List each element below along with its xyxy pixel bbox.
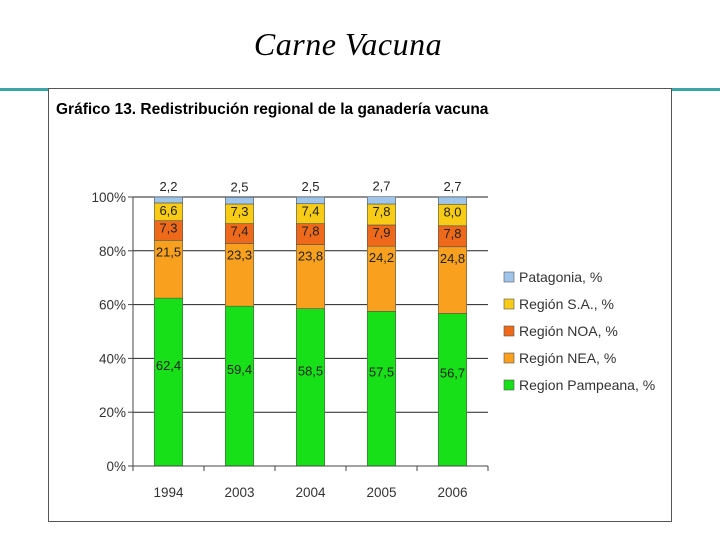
data-label: 59,4 [227, 362, 252, 377]
x-tick-label: 2006 [437, 485, 467, 500]
data-label: 2,7 [443, 179, 461, 194]
x-tick-label: 2005 [366, 485, 396, 500]
data-label: 2,7 [372, 179, 390, 194]
data-label: 23,8 [298, 249, 323, 264]
y-tick-label: 80% [99, 244, 126, 259]
accent-line-right [672, 88, 720, 91]
legend-swatch [503, 352, 515, 364]
data-label: 7,4 [301, 204, 319, 219]
data-label: 2,5 [301, 179, 319, 194]
y-tick-label: 100% [91, 190, 126, 205]
legend: Patagonia, % Región S.A., % Región NOA, % R… [503, 269, 655, 393]
legend-swatch [503, 325, 515, 337]
bar-segment [225, 305, 255, 467]
bar-segment [225, 196, 255, 205]
data-label: 7,8 [372, 204, 390, 219]
accent-line-left [0, 88, 50, 91]
bar-segment [295, 196, 325, 205]
data-label: 7,3 [230, 204, 248, 219]
legend-swatch [503, 298, 515, 310]
data-label: 2,5 [230, 179, 248, 194]
bar-segment [437, 196, 467, 205]
legend-label: Region Pampeana, % [519, 377, 655, 393]
data-label: 62,4 [156, 358, 181, 373]
bar-segment [295, 308, 325, 467]
y-tick-label: 60% [99, 298, 126, 313]
data-label: 7,4 [230, 224, 248, 239]
data-label: 57,5 [369, 365, 394, 380]
data-label: 7,8 [301, 224, 319, 239]
chart-title: Gráfico 13. Redistribución regional de l… [56, 101, 489, 118]
y-tick-label: 20% [99, 405, 126, 420]
y-tick-label: 0% [106, 459, 126, 474]
legend-label: Región NEA, % [519, 350, 616, 366]
data-label: 7,3 [159, 221, 177, 236]
data-label: 56,7 [440, 366, 465, 381]
data-label: 2,2 [159, 179, 177, 194]
data-label: 8,0 [443, 204, 461, 219]
data-label: 7,8 [443, 226, 461, 241]
bar-segment [295, 244, 325, 309]
bar-segment [437, 246, 467, 314]
bar-segment [154, 297, 184, 467]
bar-segment [366, 196, 396, 205]
x-tick-label: 2003 [224, 485, 254, 500]
data-label: 6,6 [159, 203, 177, 218]
data-label: 7,9 [372, 225, 390, 240]
slide-title: Carne Vacuna [253, 26, 443, 62]
legend-swatch [503, 379, 515, 391]
bar-segment [437, 313, 467, 467]
bar-segment [154, 240, 184, 299]
x-tick-label: 1994 [153, 485, 184, 500]
legend-swatch [503, 271, 515, 283]
data-label: 21,5 [156, 244, 181, 259]
data-labels: 62,4 21,5 7,3 6,6 2,2 59,4 23,3 7,4 7,3 2,5 58,5 23… [156, 179, 465, 381]
bar-segment [225, 243, 255, 307]
data-label: 58,5 [298, 363, 323, 378]
bar-segment [366, 311, 396, 467]
legend-label: Región NOA, % [519, 323, 618, 339]
y-tick-label: 40% [99, 351, 126, 366]
data-label: 24,2 [369, 250, 394, 265]
bar-segment [154, 196, 184, 204]
legend-label: Patagonia, % [519, 269, 602, 285]
x-tick-label: 2004 [295, 485, 326, 500]
axes: 0% 20% 40% 60% 80% 100% 1994 2003 2004 2005 2006 [91, 190, 489, 500]
data-label: 24,8 [440, 251, 465, 266]
data-label: 23,3 [227, 248, 252, 263]
legend-label: Región S.A., % [519, 296, 614, 312]
bars [154, 196, 467, 467]
